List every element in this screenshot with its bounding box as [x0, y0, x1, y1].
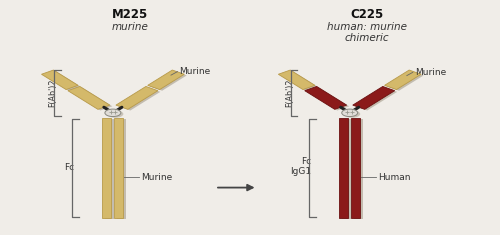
- Circle shape: [344, 110, 360, 118]
- Polygon shape: [355, 88, 397, 110]
- Text: Fc: Fc: [300, 157, 311, 166]
- Bar: [342, 119, 350, 219]
- Polygon shape: [307, 88, 349, 110]
- Bar: [102, 118, 112, 218]
- Text: IgG1: IgG1: [290, 167, 311, 176]
- Text: Murine: Murine: [180, 67, 210, 76]
- Polygon shape: [118, 88, 160, 110]
- Text: M225: M225: [112, 8, 148, 21]
- Polygon shape: [304, 86, 346, 109]
- Bar: [105, 119, 114, 219]
- Bar: [117, 119, 126, 219]
- Text: F(Ab')2: F(Ab')2: [48, 79, 58, 107]
- Circle shape: [342, 109, 357, 117]
- Polygon shape: [387, 71, 424, 91]
- Polygon shape: [150, 71, 187, 91]
- Text: murine: murine: [112, 22, 149, 32]
- Polygon shape: [281, 71, 318, 91]
- Text: Murine: Murine: [142, 172, 172, 182]
- Text: F(Ab')2: F(Ab')2: [286, 79, 294, 107]
- Polygon shape: [148, 70, 184, 90]
- Polygon shape: [70, 88, 112, 110]
- Polygon shape: [44, 71, 80, 91]
- Polygon shape: [384, 70, 421, 90]
- Polygon shape: [116, 86, 158, 109]
- Circle shape: [105, 109, 121, 117]
- Bar: [351, 118, 360, 218]
- Bar: [340, 118, 348, 218]
- Text: human: murine
chimeric: human: murine chimeric: [327, 22, 407, 43]
- Text: Human: Human: [378, 172, 410, 182]
- Polygon shape: [278, 70, 315, 90]
- Text: Murine: Murine: [415, 68, 446, 77]
- Polygon shape: [42, 70, 78, 90]
- Text: C225: C225: [350, 8, 384, 21]
- Circle shape: [108, 110, 124, 118]
- Polygon shape: [68, 86, 110, 109]
- Text: Fc: Fc: [64, 163, 74, 172]
- Polygon shape: [353, 86, 395, 109]
- Bar: [114, 118, 124, 218]
- Bar: [354, 119, 362, 219]
